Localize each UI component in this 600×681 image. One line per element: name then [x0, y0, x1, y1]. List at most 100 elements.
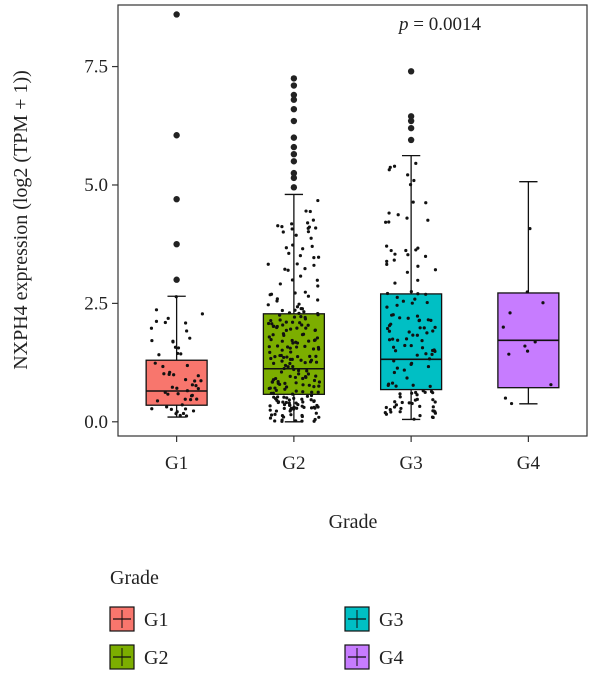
jitter-point — [301, 383, 305, 387]
jitter-point — [391, 345, 396, 349]
jitter-point — [413, 297, 417, 301]
jitter-point — [285, 355, 289, 359]
jitter-point — [273, 386, 277, 390]
jitter-point — [194, 383, 198, 388]
y-axis-title: NXPH4 expression (log2 (TPM + 1)) — [10, 70, 32, 370]
jitter-point — [426, 364, 431, 369]
jitter-point — [416, 278, 420, 282]
jitter-point — [283, 363, 288, 368]
jitter-point — [280, 359, 284, 363]
jitter-point — [388, 165, 392, 169]
jitter-point — [295, 262, 299, 266]
jitter-point — [312, 399, 316, 403]
jitter-point — [180, 403, 184, 407]
jitter-point — [199, 379, 203, 383]
jitter-point — [549, 383, 553, 387]
x-tick-label: G3 — [400, 453, 423, 474]
jitter-point — [411, 333, 415, 337]
jitter-point — [288, 346, 292, 350]
jitter-point — [309, 358, 314, 362]
jitter-point — [317, 415, 321, 419]
jitter-point — [169, 407, 173, 411]
jitter-point — [314, 374, 318, 378]
jitter-point — [149, 326, 154, 330]
jitter-point — [425, 300, 429, 305]
jitter-point — [528, 226, 532, 231]
jitter-point — [307, 383, 311, 387]
jitter-point — [431, 405, 435, 409]
jitter-point — [170, 385, 174, 389]
jitter-point — [395, 303, 399, 307]
jitter-point — [275, 299, 279, 303]
jitter-point — [304, 209, 308, 213]
jitter-point — [295, 305, 300, 309]
jitter-point — [385, 305, 389, 309]
jitter-point — [293, 291, 297, 295]
jitter-point — [301, 247, 305, 251]
box-g3 — [379, 293, 443, 391]
jitter-point — [297, 302, 301, 306]
jitter-point — [398, 410, 402, 414]
jitter-point — [188, 336, 192, 340]
jitter-point — [290, 357, 294, 361]
jitter-point — [153, 361, 157, 365]
jitter-point — [300, 397, 304, 401]
jitter-point — [298, 254, 303, 258]
jitter-point — [393, 252, 397, 256]
jitter-point — [267, 386, 271, 391]
jitter-point — [306, 221, 310, 225]
jitter-point — [176, 346, 181, 350]
jitter-point — [303, 267, 307, 271]
jitter-point — [279, 370, 284, 374]
outlier-point — [173, 276, 180, 283]
legend-label: G2 — [144, 647, 168, 669]
jitter-point — [418, 414, 422, 418]
jitter-point — [280, 348, 284, 352]
jitter-point — [271, 333, 275, 337]
jitter-point — [290, 222, 294, 226]
jitter-point — [384, 405, 388, 410]
jitter-point — [503, 396, 508, 400]
jitter-point — [409, 289, 413, 294]
jitter-point — [183, 407, 188, 411]
jitter-point — [284, 246, 288, 250]
x-tick-label: G4 — [517, 453, 541, 474]
jitter-point — [284, 328, 288, 332]
jitter-point — [281, 332, 286, 336]
jitter-point — [385, 291, 390, 296]
outlier-point — [290, 184, 298, 191]
jitter-point — [396, 338, 400, 342]
jitter-point — [155, 399, 160, 403]
jitter-point — [275, 324, 279, 329]
jitter-point — [429, 318, 433, 322]
jitter-point — [195, 397, 199, 401]
jitter-point — [276, 224, 280, 228]
jitter-point — [289, 413, 293, 417]
jitter-point — [387, 168, 391, 172]
jitter-point — [306, 372, 311, 376]
jitter-point — [384, 412, 389, 416]
outlier-point — [290, 169, 298, 177]
jitter-point — [282, 355, 286, 360]
jitter-point — [278, 313, 282, 317]
jitter-point — [385, 259, 389, 264]
jitter-point — [301, 332, 306, 336]
jitter-point — [309, 393, 314, 398]
jitter-point — [426, 318, 430, 322]
x-axis: G1 G2 G3 G4 — [165, 436, 540, 474]
jitter-point — [432, 348, 436, 352]
jitter-point — [299, 306, 303, 311]
x-axis-title: Grade — [329, 511, 378, 533]
jitter-point — [190, 383, 194, 387]
jitter-point — [269, 318, 273, 323]
jitter-point — [316, 198, 320, 203]
jitter-point — [281, 323, 285, 327]
outlier-point — [173, 195, 180, 203]
jitter-point — [162, 372, 166, 376]
jitter-point — [415, 353, 419, 357]
jitter-point — [315, 403, 319, 408]
jitter-point — [312, 263, 316, 267]
jitter-point — [185, 363, 189, 368]
jitter-point — [415, 393, 419, 397]
jitter-point — [525, 349, 530, 353]
